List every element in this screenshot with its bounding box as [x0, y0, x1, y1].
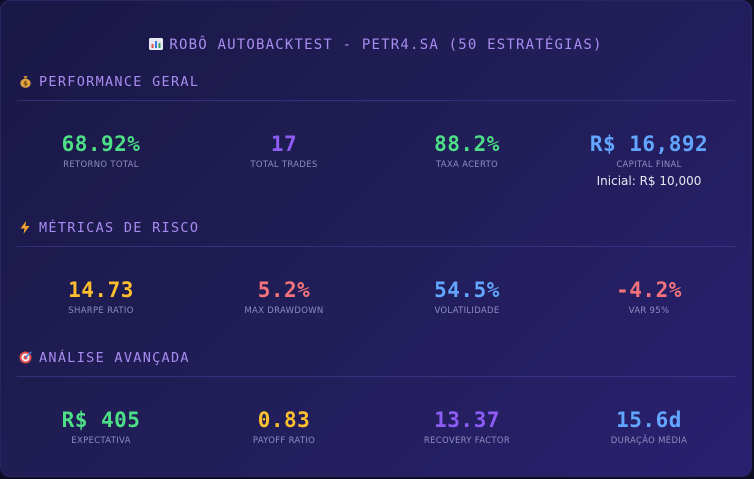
metric-value: 14.73 — [68, 278, 134, 302]
section-title: ANÁLISE AVANÇADA — [39, 350, 190, 366]
metric-max-drawdown: 5.2% MAX DRAWDOWN — [194, 277, 374, 316]
page-title: ROBÔ AUTOBACKTEST - PETR4.SA (50 ESTRATÉ… — [1, 37, 751, 53]
section-risk-header: MÉTRICAS DE RISCO — [17, 220, 735, 247]
metric-label: SHARPE RATIO — [68, 306, 134, 316]
metric-value: 68.92% — [61, 132, 141, 156]
metric-label: EXPECTATIVA — [71, 436, 131, 446]
section-title: MÉTRICAS DE RISCO — [39, 220, 200, 236]
metric-total-trades: 17 TOTAL TRADES — [194, 131, 374, 170]
section-advanced-header: ANÁLISE AVANÇADA — [17, 350, 735, 377]
metric-recovery-factor: 13.37 RECOVERY FACTOR — [377, 407, 557, 446]
lightning-icon — [19, 221, 31, 237]
metric-value: 17 — [270, 132, 298, 156]
metric-value: 13.37 — [434, 408, 500, 432]
metric-label: RECOVERY FACTOR — [423, 436, 511, 446]
metric-value: R$ 405 — [61, 408, 141, 432]
metric-payoff-ratio: 0.83 PAYOFF RATIO — [194, 407, 374, 446]
metric-sharpe-ratio: 14.73 SHARPE RATIO — [11, 277, 191, 316]
metric-capital-final: R$ 16,892 CAPITAL FINAL Inicial: R$ 10,0… — [559, 131, 739, 188]
metric-label: RETORNO TOTAL — [63, 160, 139, 170]
metric-value: -4.2% — [616, 278, 682, 302]
metric-label: MAX DRAWDOWN — [244, 306, 324, 316]
metric-taxa-acerto: 88.2% TAXA ACERTO — [377, 131, 557, 170]
metric-label: VOLATILIDADE — [434, 306, 500, 316]
metric-label: TAXA ACERTO — [435, 160, 499, 170]
metric-var-95: -4.2% VAR 95% — [559, 277, 739, 316]
metric-retorno-total: 68.92% RETORNO TOTAL — [11, 131, 191, 170]
metric-value: 88.2% — [434, 132, 500, 156]
metric-duracao-media: 15.6d DURAÇÃO MÉDIA — [559, 407, 739, 446]
metric-value: 15.6d — [616, 408, 682, 432]
metric-label: CAPITAL FINAL — [616, 160, 682, 170]
metric-expectativa: R$ 405 EXPECTATIVA — [11, 407, 191, 446]
money-bag-icon: $ — [19, 75, 32, 91]
metric-sublabel: Inicial: R$ 10,000 — [596, 174, 702, 188]
section-title: PERFORMANCE GERAL — [39, 74, 200, 90]
metric-label: PAYOFF RATIO — [252, 436, 316, 446]
metric-label: TOTAL TRADES — [250, 160, 318, 170]
metric-label: DURAÇÃO MÉDIA — [610, 436, 688, 446]
target-icon — [19, 351, 32, 367]
metric-label: VAR 95% — [628, 306, 670, 316]
metric-volatilidade: 54.5% VOLATILIDADE — [377, 277, 557, 316]
page-title-text: ROBÔ AUTOBACKTEST - PETR4.SA (50 ESTRATÉ… — [169, 37, 603, 53]
bar-chart-icon — [149, 38, 164, 50]
section-performance-header: $ PERFORMANCE GERAL — [17, 74, 735, 101]
metric-value: 5.2% — [257, 278, 311, 302]
metric-value: R$ 16,892 — [589, 132, 709, 156]
metric-value: 0.83 — [257, 408, 311, 432]
svg-text:$: $ — [23, 80, 28, 88]
metric-value: 54.5% — [434, 278, 500, 302]
